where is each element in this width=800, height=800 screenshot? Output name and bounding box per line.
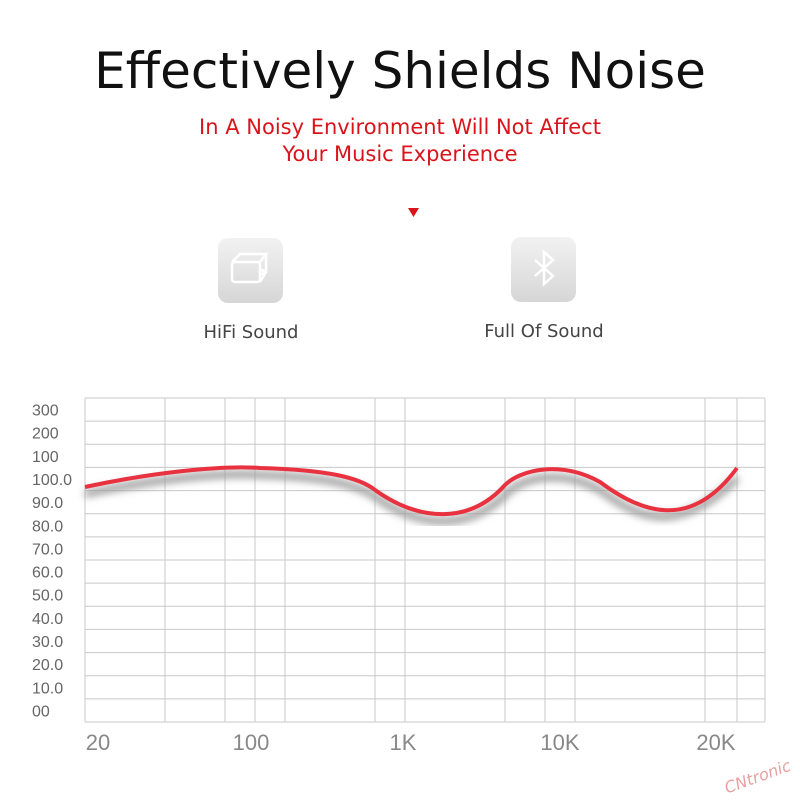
feature-label: HiFi Sound: [204, 322, 299, 343]
y-label: 100.0: [32, 472, 72, 489]
hifi-icon: [230, 252, 269, 284]
axis-labels: 300 200 100 100.0 90.0 80.0 70.0 60.0 50.0 40.0 30…: [32, 403, 736, 755]
x-label: 10K: [540, 730, 579, 755]
y-label: 10.0: [32, 680, 63, 697]
response-curve: [84, 465, 739, 517]
title: Effectively Shields Noise: [94, 42, 706, 100]
y-label: 80.0: [32, 518, 63, 535]
subtitle: Your Music Experience: [281, 142, 517, 166]
y-label: 90.0: [32, 495, 63, 512]
bluetooth-icon: [534, 249, 555, 287]
feature-label: Full Of Sound: [484, 321, 603, 342]
x-label: 1K: [390, 730, 417, 755]
subtitle: In A Noisy Environment Will Not Affect: [199, 115, 601, 139]
curve-shadow: [84, 470, 740, 525]
y-label: 60.0: [32, 565, 63, 582]
x-label: 20: [86, 730, 110, 755]
x-label: 100: [233, 730, 270, 755]
y-label: 200: [32, 426, 59, 443]
y-label: 30.0: [32, 634, 63, 651]
arrow: [408, 208, 419, 217]
watermark: CNtronic: [722, 756, 794, 798]
y-label: 50.0: [32, 588, 63, 605]
y-label: 300: [32, 403, 59, 420]
icon-box: [218, 238, 283, 303]
y-label: 40.0: [32, 611, 63, 628]
x-label: 20K: [696, 730, 735, 755]
y-label: 20.0: [32, 657, 63, 674]
grid: [84, 397, 766, 723]
y-label: 00: [32, 703, 50, 720]
y-label: 70.0: [32, 541, 63, 558]
y-label: 100: [32, 449, 59, 466]
